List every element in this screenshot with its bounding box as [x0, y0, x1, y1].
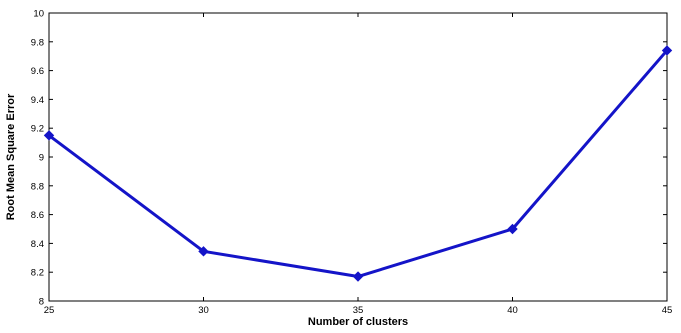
series-group [43, 45, 673, 282]
x-tick-label: 35 [353, 305, 364, 316]
plot-area [48, 12, 668, 302]
tick-labels-group: 25 30 35 40 45 8 8.2 8.4 8.6 8.8 9 9.2 9.4 9.6 9.8 10 [31, 9, 673, 317]
y-tick-label: 8.2 [31, 268, 44, 279]
y-axis-label: Root Mean Square Error [5, 93, 17, 220]
y-tick-label: 8.8 [31, 181, 44, 192]
y-tick-label: 9.2 [31, 124, 44, 135]
data-point-marker [352, 271, 364, 282]
data-point-marker [507, 223, 518, 235]
y-tick-label: 10 [33, 9, 44, 20]
y-tick-label: 9.8 [31, 37, 44, 48]
x-tick-label: 40 [507, 305, 518, 316]
y-tick-label: 9.6 [31, 66, 44, 77]
x-tick-label: 45 [662, 305, 673, 316]
data-point-marker [43, 130, 55, 141]
y-tick-label: 8 [39, 297, 44, 308]
y-tick-label: 8.4 [31, 239, 44, 250]
x-axis-label: Number of clusters [308, 316, 408, 328]
y-tick-label: 8.6 [31, 210, 44, 221]
y-tick-label: 9.4 [31, 95, 44, 106]
data-point-marker [661, 45, 673, 56]
ticks-group [48, 12, 668, 302]
x-tick-label: 30 [198, 305, 209, 316]
data-point-marker [198, 246, 209, 257]
x-tick-label: 25 [44, 305, 55, 316]
y-tick-label: 9 [39, 153, 44, 164]
